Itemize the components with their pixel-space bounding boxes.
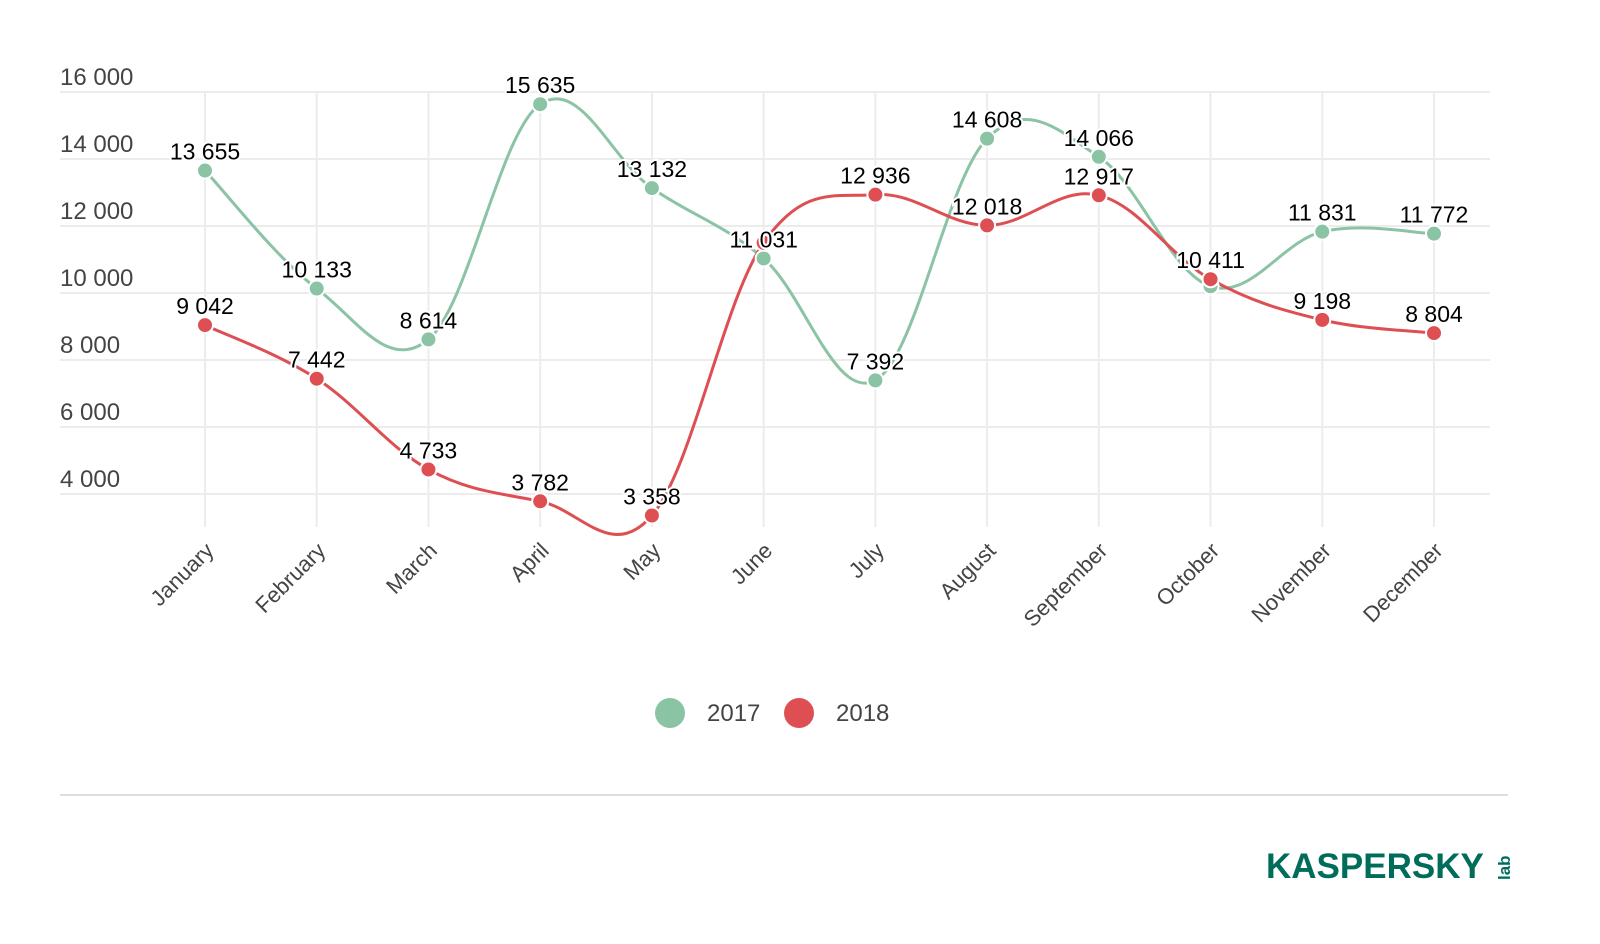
point-2017[interactable] [196,161,214,180]
point-2017[interactable] [1089,147,1108,166]
point-2017[interactable] [419,330,438,349]
data-label-2017: 15 635 [505,72,575,98]
legend-marker-2018[interactable] [784,698,814,728]
logo-suffix: lab [1495,855,1514,880]
data-label-2018: 10 411 [1176,247,1245,273]
point-2017[interactable] [307,279,326,298]
series-lines [203,97,1435,537]
y-tick-label: 16 000 [60,64,133,91]
x-tick-label: December [1358,538,1447,627]
x-tick-label: August [935,538,1001,604]
data-label-2018: 12 917 [1064,163,1134,189]
x-axis: January February March April May June July Augu… [146,538,1448,632]
data-label-2017: 11 831 [1288,200,1357,226]
legend[interactable]: 2017 2018 [655,698,889,728]
point-2018[interactable] [754,233,773,252]
data-label-2018: 12 936 [840,163,910,189]
data-label-2018: 12 018 [952,193,1022,219]
point-2018[interactable] [1313,310,1332,329]
point-2017[interactable] [1313,222,1332,241]
y-tick-label: 4 000 [60,466,120,493]
data-labels: 13 655 10 133 8 614 15 635 13 132 11 031 7 392… [168,70,1471,511]
x-tick-label: July [844,538,889,583]
point-2018[interactable] [642,506,661,525]
point-2017[interactable] [978,129,997,148]
x-tick-label: October [1151,538,1224,611]
data-label-2017: 7 392 [847,348,905,374]
point-2017[interactable] [754,249,773,268]
y-tick-label: 10 000 [60,265,133,292]
point-2018[interactable] [307,369,326,388]
y-tick-label: 6 000 [60,399,120,426]
point-2017[interactable] [642,179,661,198]
point-2017[interactable] [1425,224,1443,243]
series-points [196,95,1443,525]
data-label-2018: 9 198 [1293,288,1351,314]
y-tick-label: 14 000 [60,131,133,158]
data-label-2018: 7 442 [288,347,346,373]
data-label-2018: 4 733 [400,437,458,463]
x-tick-label: June [726,538,777,589]
point-2018[interactable] [866,185,885,204]
point-2017[interactable] [866,371,885,390]
data-label-2017: 13 132 [617,156,687,182]
data-label-2018: 8 804 [1405,301,1463,327]
legend-label-2018[interactable]: 2018 [836,700,889,727]
x-tick-label: November [1246,538,1335,627]
data-label-2018: 9 042 [176,293,234,319]
data-label-2017: 14 608 [952,107,1022,133]
data-label-2017: 11 031 [729,226,798,252]
point-2018[interactable] [1089,186,1108,205]
logo-text: KASPERSKY [1266,847,1484,886]
legend-marker-2017[interactable] [655,698,685,728]
data-label-2017: 13 655 [170,139,240,165]
data-label-2017: 8 614 [400,307,458,333]
point-2017[interactable] [531,95,550,114]
data-label-2017: 10 133 [282,257,352,283]
y-tick-label: 8 000 [60,332,120,359]
point-2018[interactable] [978,216,997,235]
data-label-2018: 3 358 [623,484,681,510]
point-2018[interactable] [531,492,550,511]
point-2018[interactable] [419,460,438,479]
series-line-2017 [203,97,1435,385]
kaspersky-logo: KASPERSKY lab [1266,847,1514,886]
data-label-2018: 3 782 [511,469,569,495]
x-tick-label: January [146,538,219,611]
grid [60,91,1490,527]
point-2018[interactable] [1201,270,1220,289]
x-tick-label: September [1019,538,1113,632]
data-label-2017: 14 066 [1064,125,1134,151]
point-2018[interactable] [1425,324,1443,343]
x-tick-label: March [381,538,442,599]
x-tick-label: April [505,538,554,587]
x-tick-label: May [618,538,665,585]
x-tick-label: February [250,538,330,618]
y-axis: 4 000 6 000 8 000 10 000 12 000 14 000 16 000 [60,64,133,493]
series-line-2018 [204,192,1435,537]
legend-label-2017[interactable]: 2017 [707,700,760,727]
y-tick-label: 12 000 [60,198,133,225]
data-label-2017: 11 772 [1400,202,1469,228]
point-2018[interactable] [196,316,214,335]
